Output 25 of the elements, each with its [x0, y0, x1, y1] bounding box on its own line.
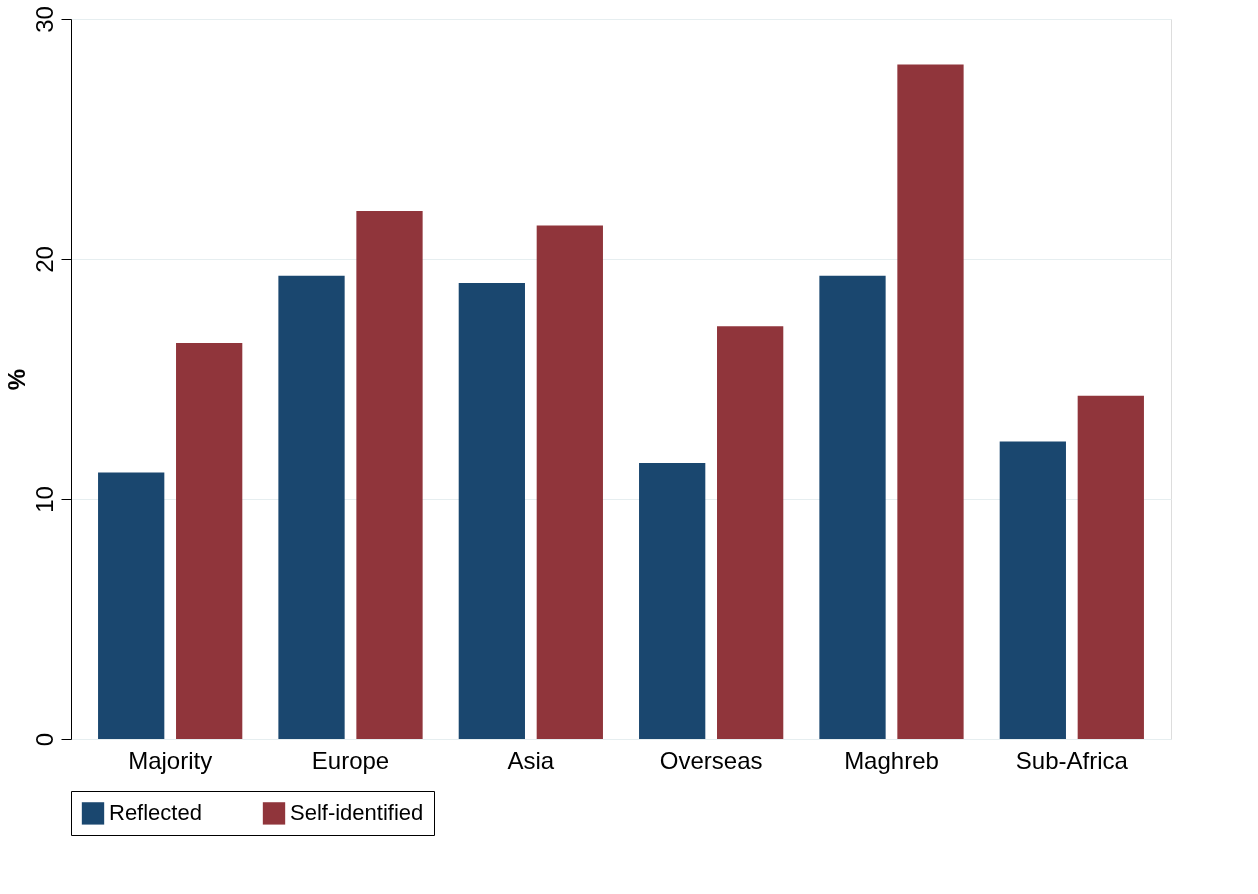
- x-tick-label: Asia: [507, 746, 555, 774]
- bar: [458, 283, 525, 739]
- x-tick-label: Majority: [128, 746, 213, 774]
- bar: [639, 463, 706, 739]
- bar: [536, 225, 603, 739]
- x-tick-label: Sub-Africa: [1015, 746, 1129, 774]
- y-axis-title: %: [2, 368, 30, 391]
- x-tick-label: Europe: [311, 746, 390, 774]
- y-tick-label: 10: [30, 486, 58, 513]
- x-tick-label: Maghreb: [844, 746, 939, 774]
- bar: [717, 326, 784, 739]
- legend-label: Reflected: [109, 800, 202, 826]
- bar: [278, 275, 345, 739]
- x-tick-label: Overseas: [659, 746, 763, 774]
- bar: [999, 441, 1066, 739]
- bar: [356, 211, 423, 739]
- bar: [819, 275, 886, 739]
- bar: [897, 64, 964, 739]
- y-tick-label: 30: [30, 6, 58, 33]
- y-tick-label: 20: [30, 246, 58, 273]
- bar: [176, 343, 243, 739]
- legend-label: Self-identified: [290, 800, 424, 826]
- y-tick-label: 0: [30, 732, 58, 747]
- bar: [98, 472, 165, 739]
- bar: [1077, 395, 1144, 739]
